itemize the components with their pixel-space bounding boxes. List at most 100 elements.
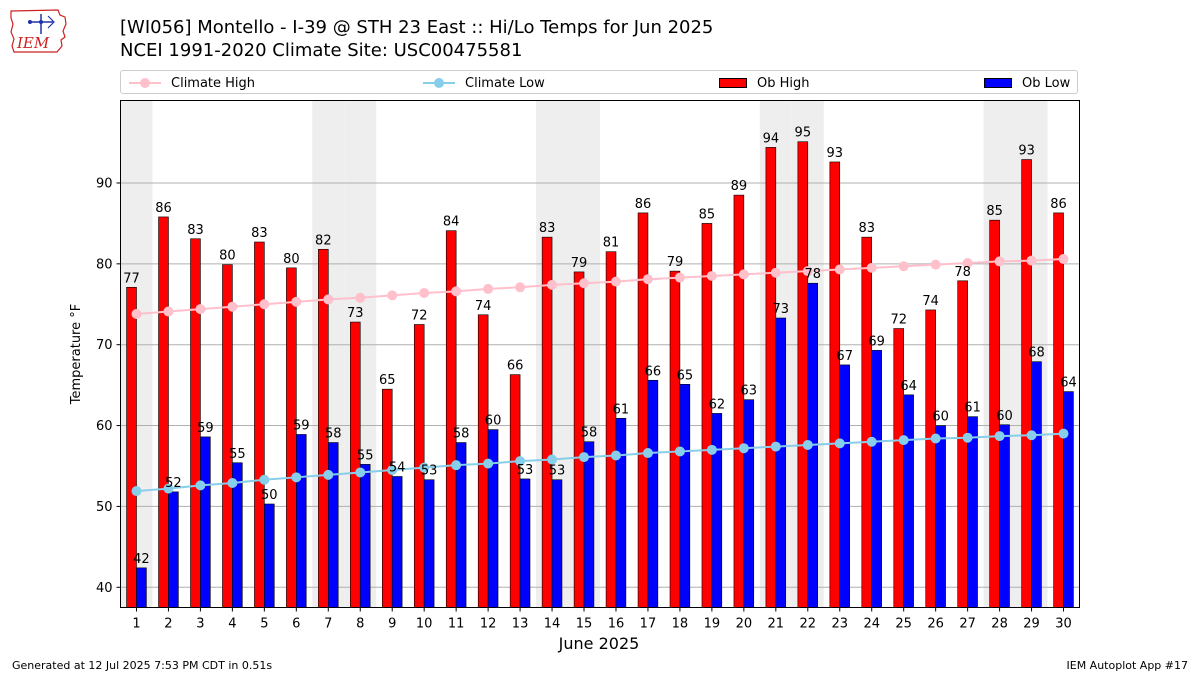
- ob-low-bar-day-25: [903, 394, 914, 608]
- ob-low-label-day-30: 64: [1060, 376, 1077, 391]
- ob-high-label-day-20: 89: [731, 179, 748, 194]
- climate-high-point-day-13: [515, 282, 526, 293]
- climate-low-point-day-1: [131, 486, 142, 497]
- ob-low-bar-day-29: [1031, 361, 1042, 608]
- ob-low-bar-day-2: [168, 491, 179, 608]
- x-tick-label-26: 26: [927, 617, 944, 632]
- climate-high-point-day-16: [610, 276, 621, 287]
- ob-low-bar-day-28: [999, 424, 1010, 608]
- climate-low-line: [136, 432, 1064, 493]
- ob-high-label-day-11: 84: [443, 215, 460, 230]
- climate-low-point-day-4: [227, 477, 238, 488]
- ob-high-label-day-12: 74: [475, 299, 492, 314]
- x-tick-label-2: 2: [164, 617, 172, 632]
- climate-low-point-day-14: [547, 454, 558, 465]
- ob-high-bar-day-19: [701, 223, 713, 608]
- ob-low-label-day-21: 73: [772, 302, 789, 317]
- ob-low-label-day-15: 58: [581, 426, 598, 441]
- ob-low-bar-day-3: [200, 436, 211, 608]
- climate-high-point-day-5: [259, 299, 270, 310]
- ob-low-bar-day-20: [743, 399, 755, 608]
- chart-subtitle: NCEI 1991-2020 Climate Site: USC00475581: [120, 40, 523, 61]
- climate-low-point-day-3: [195, 480, 206, 491]
- ob-high-label-day-28: 85: [986, 204, 1003, 219]
- ob-low-bar-day-17: [647, 379, 659, 608]
- x-tick-label-11: 11: [448, 617, 465, 632]
- x-tick-label-27: 27: [959, 617, 976, 632]
- climate-low-point-day-5: [259, 474, 270, 485]
- ob-low-label-day-16: 61: [613, 402, 630, 417]
- ob-high-label-day-25: 72: [890, 313, 907, 328]
- climate-low-point-day-8: [355, 467, 366, 478]
- plot-frame: [120, 100, 1080, 608]
- ob-high-label-day-8: 73: [347, 306, 364, 321]
- climate-high-point-day-18: [674, 272, 685, 283]
- climate-low-point-day-15: [579, 452, 590, 463]
- ob-low-bar-day-18: [679, 384, 691, 608]
- climate-high-point-day-17: [642, 274, 653, 285]
- x-tick-label-24: 24: [863, 617, 880, 632]
- ob-low-label-day-5: 50: [261, 488, 278, 503]
- data-labels: 77 42 86 52 83 59 80 55 83 50 80 59 82 58 73 55 65 54 72 53…: [123, 126, 1076, 567]
- x-axis-label: June 2025: [558, 634, 640, 653]
- x-tick-label-7: 7: [324, 617, 332, 632]
- x-tick-label-5: 5: [260, 617, 268, 632]
- ob-low-bar-day-9: [391, 476, 403, 608]
- x-tick-label-22: 22: [800, 617, 817, 632]
- climate-high-point-day-25: [898, 261, 909, 272]
- legend-label-climate-low: Climate Low: [465, 75, 545, 91]
- legend-item-ob-low: Ob Low: [984, 74, 1070, 92]
- x-tick-label-17: 17: [640, 617, 657, 632]
- ob-high-label-day-5: 83: [251, 226, 268, 241]
- ob-high-label-day-2: 86: [155, 201, 172, 216]
- ob-low-label-day-20: 63: [741, 384, 758, 399]
- ob-low-label-day-4: 55: [229, 447, 246, 462]
- ob-high-bar-day-5: [254, 241, 265, 608]
- ob-high-label-day-26: 74: [922, 294, 939, 309]
- climate-low-point-day-25: [898, 435, 909, 446]
- ob-high-label-day-17: 86: [635, 197, 652, 212]
- ob-high-label-day-15: 79: [571, 256, 588, 271]
- climate-high-point-day-22: [802, 266, 813, 277]
- ob-high-bar-day-23: [829, 161, 841, 608]
- x-tick-label-29: 29: [1023, 617, 1040, 632]
- climate-low-point-day-18: [674, 446, 685, 457]
- climate-low-point-day-20: [738, 443, 749, 454]
- ob-high-label-day-7: 82: [315, 233, 332, 248]
- ob-high-bar-day-30: [1053, 212, 1064, 608]
- ob-high-label-day-6: 80: [283, 252, 300, 267]
- ob-high-label-day-16: 81: [603, 236, 620, 251]
- x-tick-label-16: 16: [608, 617, 625, 632]
- climate-low-point-day-13: [515, 456, 526, 467]
- ob-low-bar-day-23: [839, 364, 850, 608]
- ob-high-label-day-21: 94: [763, 131, 780, 146]
- ob-high-bar-day-17: [637, 212, 649, 608]
- y-tick-label-70: 70: [96, 338, 113, 353]
- generated-timestamp: Generated at 12 Jul 2025 7:53 PM CDT in …: [12, 659, 273, 672]
- x-tick-label-19: 19: [704, 617, 721, 632]
- x-tick-label-14: 14: [544, 617, 561, 632]
- climate-high-point-day-30: [1058, 253, 1069, 264]
- ob-high-label-day-1: 77: [123, 271, 140, 286]
- ob-low-bar-day-10: [423, 479, 435, 608]
- climate-low-point-day-10: [419, 462, 430, 473]
- climate-high-point-day-14: [547, 279, 558, 290]
- ob-high-label-day-27: 78: [954, 265, 971, 280]
- ob-high-bar-day-8: [350, 321, 361, 608]
- x-tick-label-12: 12: [480, 617, 497, 632]
- ob-high-label-day-29: 93: [1018, 144, 1035, 159]
- ob-low-bar-day-12: [487, 429, 499, 608]
- climate-low-point-day-23: [834, 438, 845, 449]
- climate-high-point-day-6: [291, 296, 302, 307]
- ob-low-bar-day-27: [967, 416, 978, 608]
- ob-high-bar-day-21: [765, 147, 777, 608]
- ob-high-bar-day-22: [797, 141, 809, 608]
- climate-high-point-day-27: [962, 258, 973, 269]
- climate-high-point-day-28: [994, 256, 1005, 267]
- ob-high-label-day-14: 83: [539, 221, 556, 236]
- x-tick-label-28: 28: [991, 617, 1008, 632]
- x-tick-label-13: 13: [512, 617, 529, 632]
- legend-label-climate-high: Climate High: [171, 75, 256, 91]
